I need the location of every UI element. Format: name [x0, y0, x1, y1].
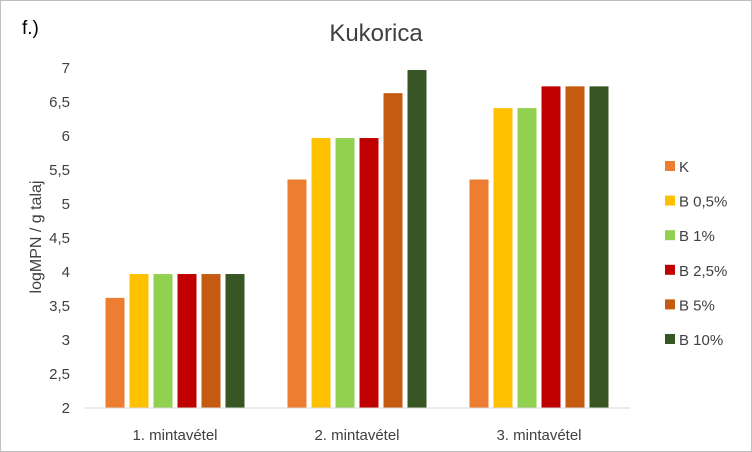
- x-tick-label: 3. mintavétel: [496, 427, 581, 444]
- legend-label: B 5%: [679, 297, 715, 314]
- legend-swatch: [665, 334, 675, 344]
- y-tick-label: 5: [62, 196, 70, 213]
- bar: [565, 86, 585, 409]
- y-axis-label: logMPN / g talaj: [28, 181, 45, 294]
- x-tick-label: 1. mintavétel: [132, 427, 217, 444]
- bar: [407, 70, 427, 408]
- bar: [517, 108, 537, 409]
- legend-label: B 10%: [679, 332, 723, 349]
- bar: [359, 138, 379, 409]
- x-axis-labels: 1. mintavétel 2. mintavétel 3. mintavétel: [132, 427, 581, 444]
- legend-swatch: [665, 195, 675, 206]
- y-tick-label: 5,5: [49, 162, 70, 179]
- y-axis-ticks: 2 2,5 3 3,5 4 4,5 5 5,5 6 6,5 7: [49, 60, 70, 417]
- y-tick-label: 2: [62, 400, 70, 417]
- bar: [383, 93, 403, 408]
- legend-label: B 2,5%: [679, 263, 727, 280]
- y-tick-label: 3: [62, 332, 70, 349]
- bar: [177, 274, 197, 408]
- legend-label: B 1%: [679, 228, 715, 245]
- bar: [201, 274, 221, 408]
- panel-label: f.): [22, 18, 39, 39]
- legend-swatch: [665, 161, 675, 171]
- bar: [469, 179, 489, 408]
- y-tick-label: 3,5: [49, 298, 70, 315]
- legend-swatch: [665, 264, 675, 275]
- y-tick-label: 4: [62, 264, 70, 281]
- x-tick-label: 2. mintavétel: [314, 427, 399, 444]
- legend-swatch: [665, 230, 675, 241]
- legend-swatch: [665, 299, 675, 310]
- bar: [129, 274, 149, 408]
- bar: [589, 86, 609, 409]
- chart-title: Kukorica: [329, 20, 423, 47]
- y-tick-label: 6,5: [49, 94, 70, 111]
- y-tick-label: 7: [62, 60, 70, 77]
- legend-label: B 0,5%: [679, 194, 727, 211]
- bars: [105, 70, 609, 409]
- legend-label: K: [679, 159, 689, 176]
- bar: [153, 274, 173, 408]
- bar: [541, 86, 561, 409]
- y-tick-label: 2,5: [49, 366, 70, 383]
- y-tick-label: 6: [62, 128, 70, 145]
- bar: [225, 274, 245, 408]
- bar: [287, 179, 307, 408]
- legend: K B 0,5% B 1% B 2,5% B 5% B 10%: [665, 159, 727, 349]
- bar: [335, 138, 355, 409]
- bar: [105, 297, 125, 408]
- y-tick-label: 4,5: [49, 230, 70, 247]
- bar: [493, 108, 513, 409]
- bar: [311, 138, 331, 409]
